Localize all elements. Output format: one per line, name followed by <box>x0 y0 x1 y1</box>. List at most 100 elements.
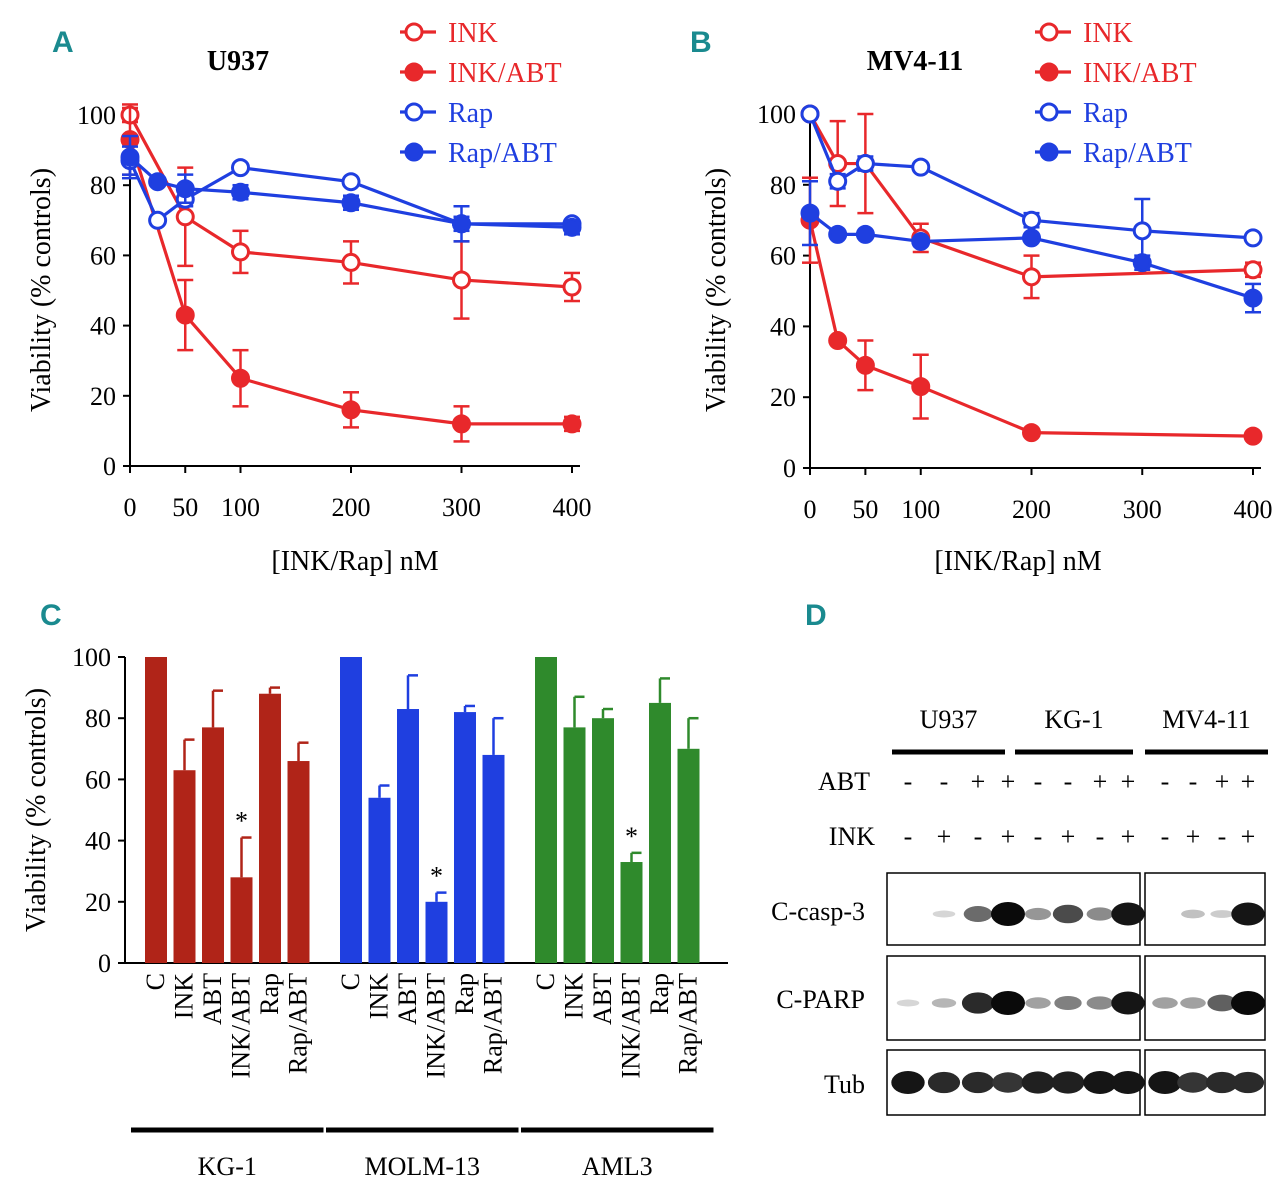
panel-d-ink-sign: + <box>1241 822 1256 851</box>
panel-d-band-tub <box>1051 1071 1085 1094</box>
panel-d-band-c-parp <box>1025 997 1051 1009</box>
panel-b-x-axis-label: [INK/Rap] nM <box>934 546 1101 577</box>
panel-c-bar-molm-13 <box>368 797 391 963</box>
panel-b-x-tick-label: 100 <box>901 495 940 524</box>
panel-a-legend-ink-abt-marker <box>404 62 424 82</box>
panel-b-series-rap-abt-point <box>911 231 931 251</box>
panel-b-y-tick-label: 0 <box>783 454 796 483</box>
panel-b-legend-ink-marker <box>1039 22 1059 42</box>
panel-a-x-tick-label: 200 <box>332 493 371 522</box>
panel-c-y-axis-label: Viability (% controls) <box>21 688 52 932</box>
panel-b-series-ink-abt-point <box>828 331 848 351</box>
panel-b-series-ink-point <box>1022 267 1041 287</box>
panel-a-series-ink-point <box>175 207 195 227</box>
panel-d-band-c-parp <box>991 991 1025 1015</box>
panel-d-band-tub <box>891 1070 925 1095</box>
panel-d-ink-sign: - <box>1034 822 1043 851</box>
panel-c-significance-star: * <box>430 862 443 891</box>
panel-a-line-chart: U937 [INK/Rap] nM Viability (% controls)… <box>26 18 592 577</box>
panel-d-band-tub <box>1111 1070 1145 1095</box>
panel-d-ink-sign: - <box>1218 822 1227 851</box>
panel-b-x-tick-label: 0 <box>804 495 817 524</box>
panel-d-band-tub <box>1177 1072 1209 1093</box>
panel-d-band-c-casp-3 <box>991 902 1025 926</box>
panel-d-band-label-c-casp-3: C-casp-3 <box>771 897 865 926</box>
panel-c-bar-aml3 <box>592 718 614 963</box>
panel-c-bar-kg-1 <box>173 770 196 963</box>
panel-c-y-tick-label: 0 <box>98 949 111 978</box>
panel-a-series-ink-abt-line <box>128 139 572 426</box>
panel-b-series-ink-point <box>1243 260 1263 280</box>
panel-b-series-rap-point <box>1243 228 1263 248</box>
panel-c-category-label: C <box>336 973 365 990</box>
panel-d-band-c-casp-3 <box>963 906 993 922</box>
panel-d-band-c-casp-3 <box>1052 904 1084 924</box>
panel-letter-b: B <box>690 26 712 59</box>
panel-c-category-label: INK <box>170 973 199 1019</box>
panel-d-cell-line-label-u937: U937 <box>920 705 978 734</box>
panel-a-series-rap-abt-point <box>148 172 168 192</box>
panel-a-series-rap-point <box>231 158 250 178</box>
panel-d-band-c-casp-3 <box>932 910 956 918</box>
panel-a-series-rap-line <box>128 159 572 226</box>
panel-d-abt-row-label: ABT <box>818 767 870 796</box>
panel-a-series-ink-point <box>231 242 250 262</box>
panel-c-significance-star: * <box>235 807 248 836</box>
panel-b-series-rap-point <box>1022 210 1041 230</box>
panel-b-series-rap-abt-point <box>1132 253 1152 273</box>
panel-d-band-c-parp <box>1207 994 1237 1012</box>
panel-d-band-tub <box>992 1072 1024 1093</box>
panel-d-ink-sign: - <box>1161 822 1170 851</box>
panel-d-band-tub <box>1021 1071 1055 1094</box>
panel-d-ink-sign: + <box>937 822 952 851</box>
panel-d-ink-sign: - <box>904 822 913 851</box>
panel-c-category-label: ABT <box>588 973 617 1025</box>
panel-c-bar-kg-1 <box>287 761 310 963</box>
panel-b-series-ink-abt-point <box>911 377 931 397</box>
panel-c-category-label: Rap/ABT <box>479 973 508 1074</box>
panel-b-legend-ink-abt-marker <box>1039 62 1059 82</box>
panel-b-y-tick-label: 80 <box>770 171 796 200</box>
panel-c-category-label: C <box>531 973 560 990</box>
panel-d-abt-sign: + <box>971 767 986 796</box>
panel-c-significance-star: * <box>625 822 638 851</box>
panel-a-series-ink-point <box>341 252 361 272</box>
panel-c-category-label: Rap <box>450 973 479 1015</box>
panel-c-category-label: Rap/ABT <box>284 973 313 1074</box>
panel-d-ink-sign: - <box>1096 822 1105 851</box>
panel-c-bar-kg-1 <box>259 693 281 963</box>
panel-b-legend-ink-abt-label: INK/ABT <box>1083 58 1197 89</box>
panel-c-bar-molm-13 <box>425 901 448 963</box>
panel-b-series-rap-abt-point <box>800 203 820 223</box>
panel-d-band-tub <box>1148 1070 1182 1095</box>
panel-a-series-ink-abt-point <box>341 400 361 420</box>
panel-b-x-tick-label: 200 <box>1012 495 1051 524</box>
panel-b-series-rap-point <box>1132 221 1152 241</box>
panel-d-ink-sign: + <box>1121 822 1136 851</box>
panel-c-bar-aml3 <box>677 748 700 963</box>
panel-b-series-ink-abt-point <box>1243 426 1263 446</box>
panel-c-y-tick-label: 60 <box>85 765 111 794</box>
panel-a-y-tick-label: 80 <box>90 171 116 200</box>
panel-a-series-rap-abt-point <box>452 214 471 234</box>
panel-c-bar-molm-13 <box>340 657 362 963</box>
panel-d-band-c-parp <box>931 998 957 1008</box>
panel-b-series-rap-point <box>800 104 820 124</box>
panel-d-ink-row-label: INK <box>829 822 875 851</box>
panel-d-abt-sign: + <box>1001 767 1016 796</box>
panel-b-series-rap-abt-point <box>855 224 875 244</box>
panel-d-abt-sign: - <box>1064 767 1073 796</box>
panel-b-series-rap-point <box>828 171 848 191</box>
panel-a-legend-ink-label: INK <box>448 18 498 49</box>
panel-b-y-tick-label: 20 <box>770 383 796 412</box>
panel-a-y-tick-label: 40 <box>90 312 116 341</box>
panel-a-series-rap-abt-point <box>120 147 140 167</box>
panel-b-series-rap-abt-point <box>1022 228 1041 248</box>
panel-c-category-label: INK <box>560 973 589 1019</box>
panel-b-y-tick-label: 60 <box>770 242 796 271</box>
panel-d-abt-sign: - <box>1034 767 1043 796</box>
panel-d-abt-sign: - <box>904 767 913 796</box>
panel-c-category-label: INK/ABT <box>227 973 256 1079</box>
panel-c-category-label: INK <box>365 973 394 1019</box>
